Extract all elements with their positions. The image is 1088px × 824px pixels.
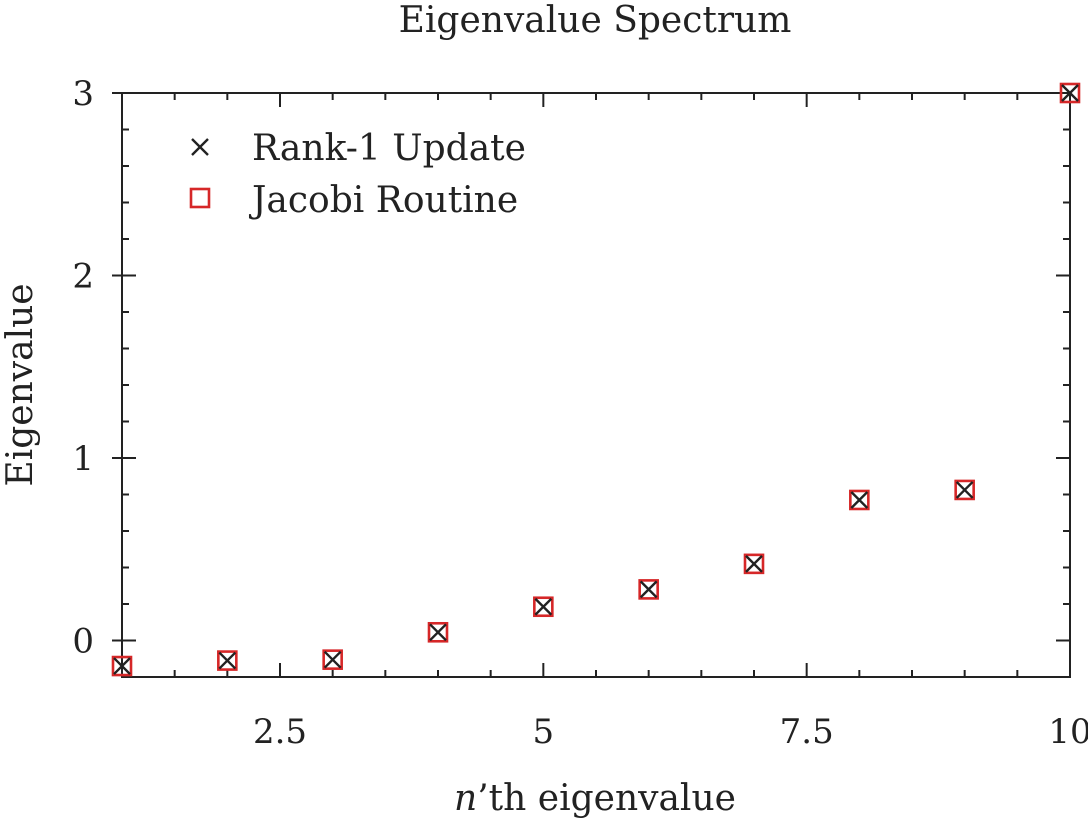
jacobi-point <box>322 649 343 670</box>
x-axis-label-rest: ’th eigenvalue <box>477 778 736 819</box>
x-marker-stroke-b <box>534 597 553 616</box>
rank1-point <box>745 555 763 573</box>
rank1-point <box>639 580 658 599</box>
x-marker-stroke-b <box>745 555 763 573</box>
jacobi-point <box>111 655 133 677</box>
jacobi-point <box>217 650 238 671</box>
x-tick-label: 2.5 <box>253 712 307 752</box>
legend: Rank-1 Update Jacobi Routine <box>189 128 526 221</box>
x-marker-stroke-b <box>218 651 237 670</box>
chart-title: Eigenvalue Spectrum <box>399 0 792 41</box>
x-marker-stroke-b <box>191 138 209 156</box>
x-marker-stroke-b <box>955 481 974 499</box>
legend-item-rank1: Rank-1 Update <box>191 128 526 169</box>
jacobi-point <box>954 479 975 501</box>
y-axis-label: Eigenvalue <box>0 283 41 486</box>
jacobi-point <box>1059 82 1081 104</box>
legend-marker-x <box>191 138 209 156</box>
rank1-point <box>218 651 237 670</box>
jacobi-point <box>533 596 554 618</box>
jacobi-point <box>743 553 765 575</box>
y-tick-label: 0 <box>72 622 94 662</box>
y-tick-label: 2 <box>72 257 94 297</box>
legend-label-jacobi: Jacobi Routine <box>248 180 518 221</box>
rank1-point <box>1061 84 1079 102</box>
rank1-point <box>534 597 553 616</box>
x-tick-label: 10 <box>1048 712 1088 752</box>
x-axis-label: n’th eigenvalue <box>454 778 736 819</box>
x-marker-stroke-b <box>323 650 342 669</box>
rank1-point <box>429 623 447 642</box>
x-tick-label: 5 <box>533 712 555 752</box>
y-tick-label: 3 <box>72 74 94 114</box>
points-layer <box>111 82 1081 677</box>
x-marker-stroke-b <box>113 657 131 675</box>
legend-marker-square <box>189 187 211 209</box>
x-marker-stroke-b <box>639 580 658 599</box>
legend-square-glyph <box>189 187 211 209</box>
x-marker-stroke-b <box>1061 84 1079 102</box>
x-axis-label-italic: n <box>454 778 477 819</box>
tick-labels-layer: 0 1 2 3 2.5 5 7.5 10 <box>72 74 1088 752</box>
rank1-point <box>113 657 131 675</box>
y-tick-label: 1 <box>72 439 94 479</box>
rank1-point <box>850 491 869 509</box>
legend-x-glyph <box>191 138 209 156</box>
plot-frame <box>121 92 1071 678</box>
jacobi-point <box>638 579 659 600</box>
jacobi-point <box>427 621 449 643</box>
rank1-point <box>955 481 974 499</box>
jacobi-point <box>849 489 870 511</box>
x-tick-label: 7.5 <box>780 712 834 752</box>
x-marker-stroke-b <box>850 491 869 509</box>
legend-item-jacobi: Jacobi Routine <box>189 180 518 221</box>
rank1-point <box>323 650 342 669</box>
x-marker-stroke-b <box>429 623 447 642</box>
legend-label-rank1: Rank-1 Update <box>252 128 526 169</box>
